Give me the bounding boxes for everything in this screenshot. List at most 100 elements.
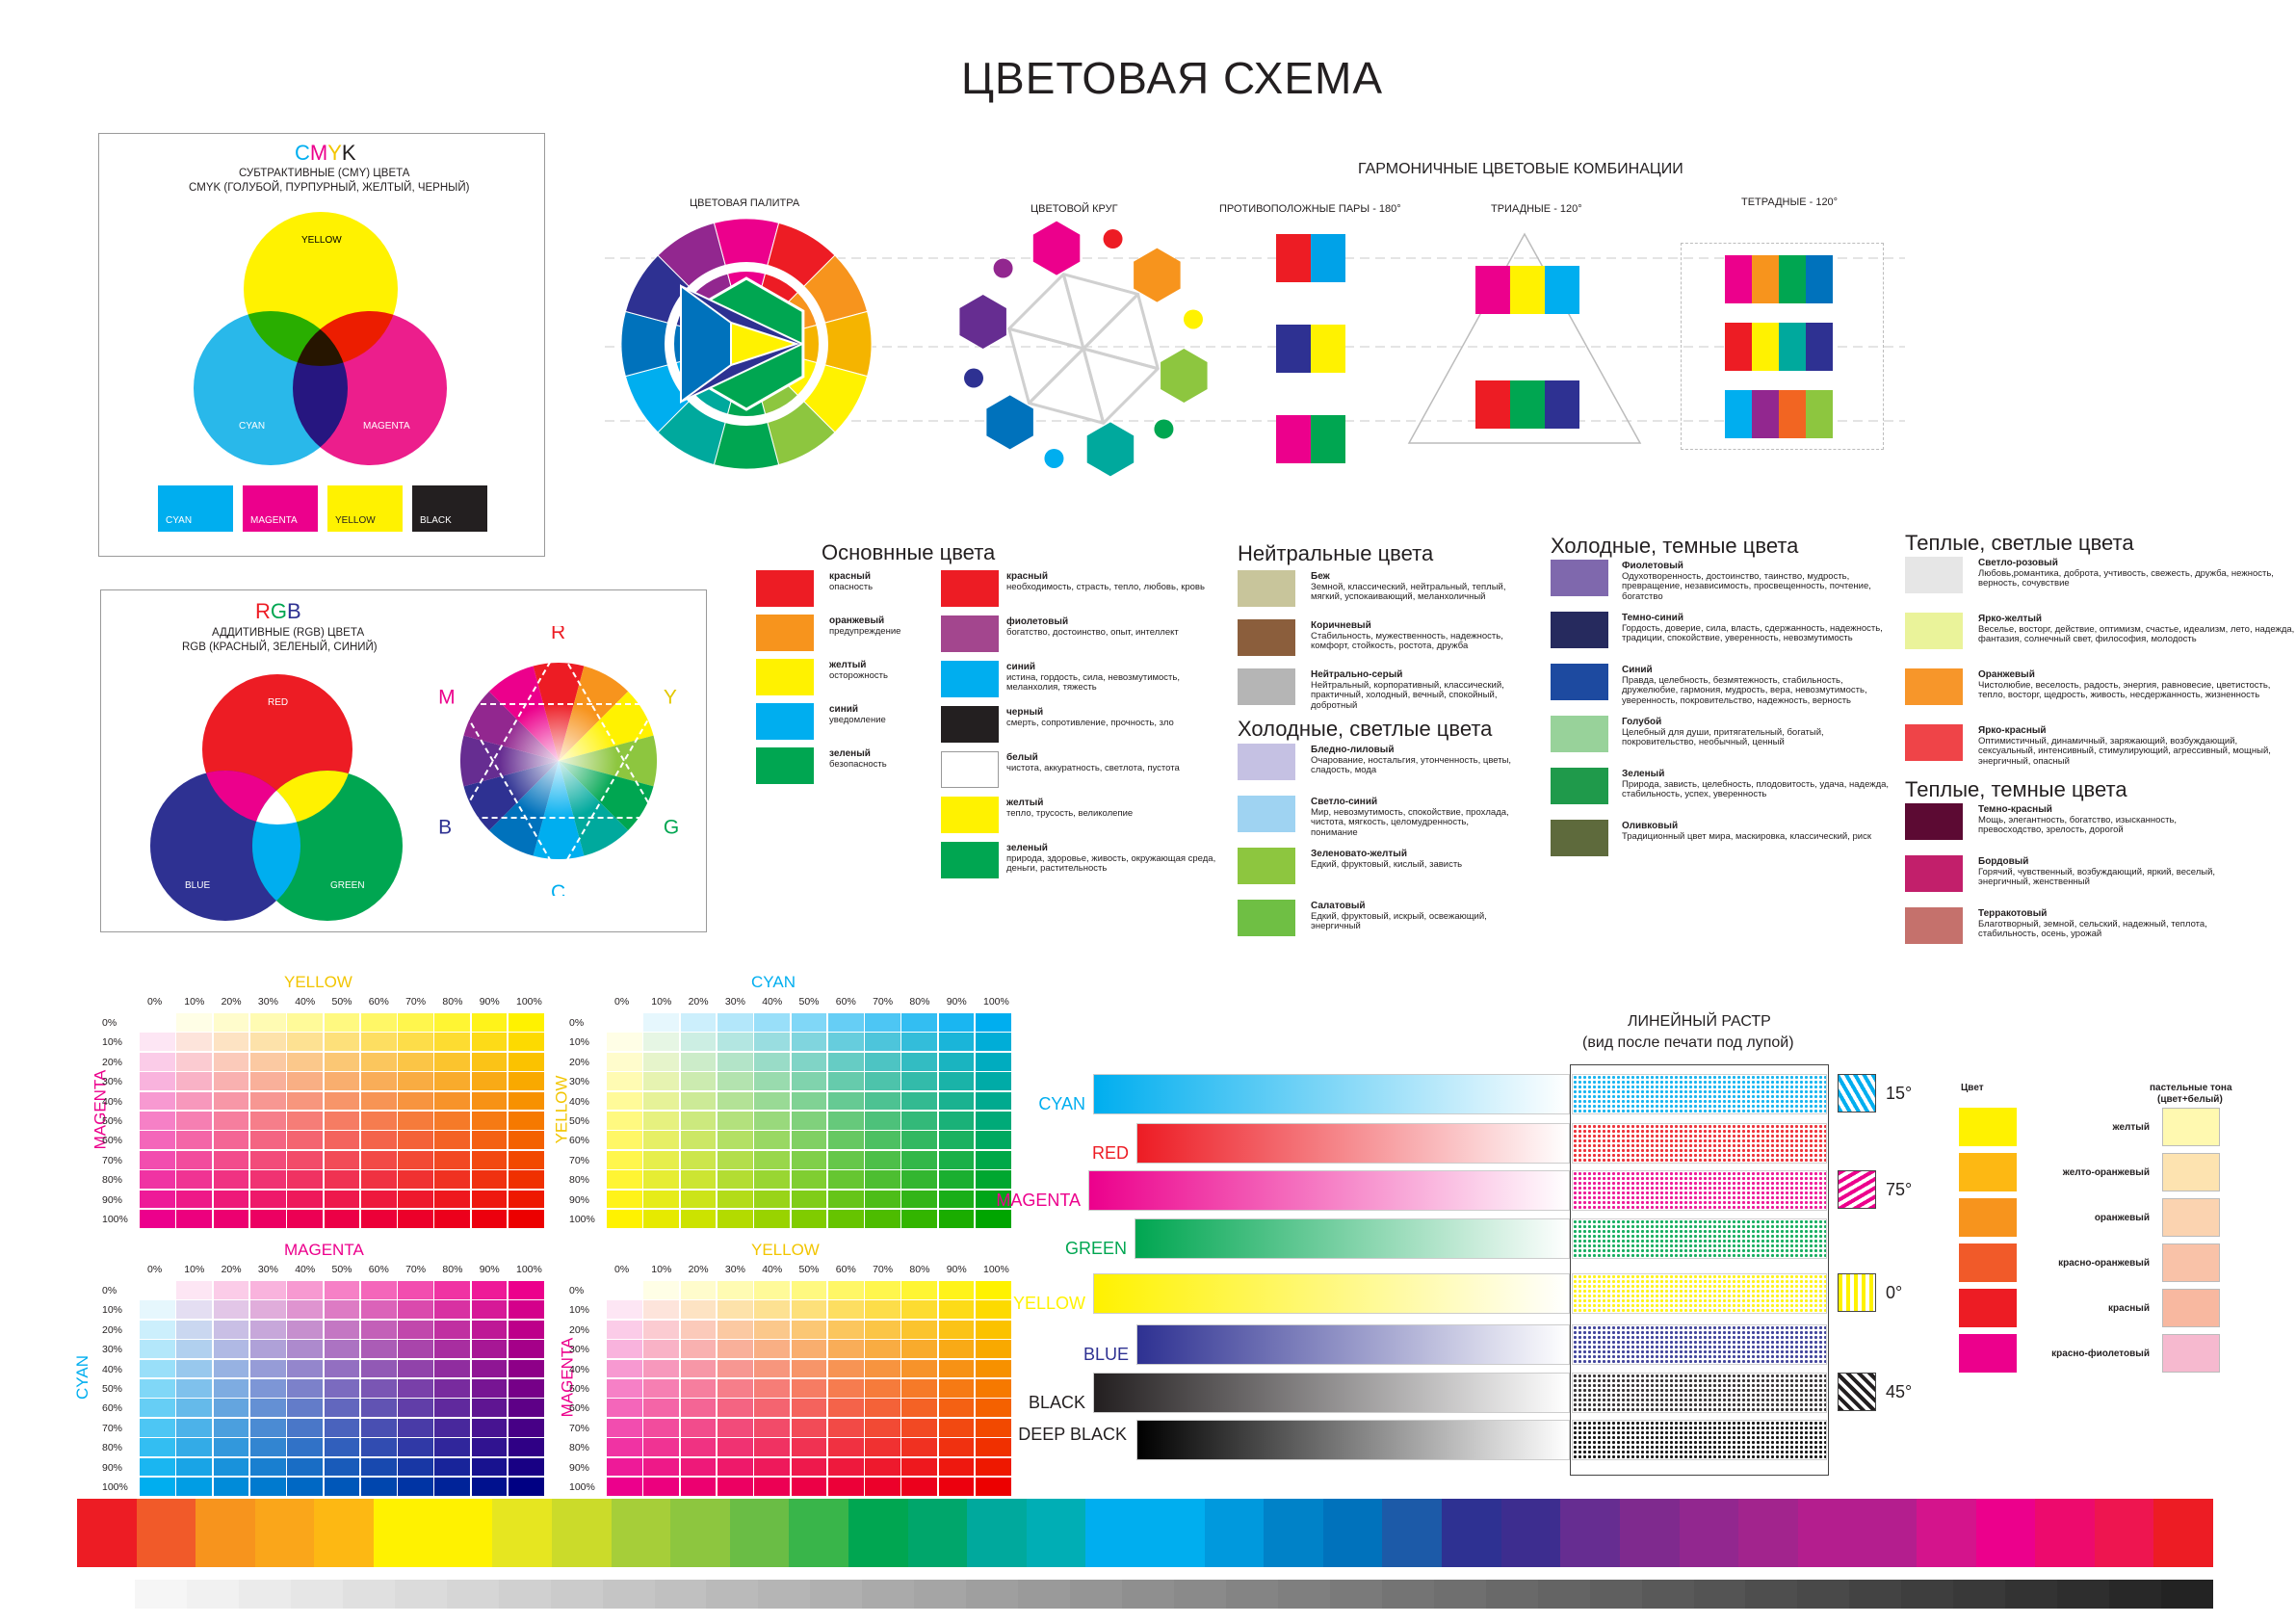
grid-cell (213, 1190, 249, 1209)
grid-cell (509, 1478, 544, 1496)
color-name: Зеленый (1622, 769, 1665, 779)
grid-col-label: 80% (442, 996, 463, 1008)
grid-cell (360, 1340, 397, 1359)
color-swatch (1238, 848, 1295, 884)
grid-cell (827, 1091, 864, 1111)
grid-cell (938, 1033, 975, 1052)
grid-cell (249, 1300, 286, 1320)
grid-cell (754, 1131, 790, 1150)
color-description: Салатовый Едкий, фруктовый, искрый, освеж… (1311, 901, 1513, 932)
grid-cell (791, 1170, 827, 1190)
grid-cell (324, 1072, 360, 1091)
grid-cell (865, 1359, 900, 1378)
grid-cell (360, 1112, 397, 1130)
grid-cell (176, 1359, 213, 1378)
grid-cell (827, 1131, 864, 1150)
spectrum-cell (196, 1499, 256, 1567)
grid-cell (754, 1457, 790, 1477)
color-name: синий (1006, 662, 1036, 672)
color-swatch (1238, 796, 1295, 832)
grid-cell (471, 1340, 508, 1359)
grid-cell (140, 1150, 175, 1169)
grid-cell (717, 1112, 753, 1130)
grid-cell (398, 1210, 433, 1228)
grid-cell (509, 1033, 544, 1052)
grid-cell (140, 1170, 175, 1190)
grid-cell (717, 1320, 753, 1339)
grid-cell (827, 1478, 864, 1496)
color-name: Ярко-красный (1978, 725, 2047, 736)
grid-cell (976, 1359, 1011, 1378)
screen-angle-label: 75° (1886, 1180, 1913, 1199)
color-description: Ярко-красный Оптимистичный, динамичный, з… (1978, 725, 2296, 767)
grid-cell (324, 1033, 360, 1052)
cmyk-letter-y: Y (327, 141, 342, 165)
grid-cell (901, 1438, 938, 1457)
grid-cell (938, 1150, 975, 1169)
color-swatch (1551, 820, 1608, 856)
spectrum-cell (967, 1499, 1028, 1567)
rgb-subtitle-2: RGB (КРАСНЫЙ, ЗЕЛЕНЫЙ, СИНИЙ) (182, 641, 378, 653)
color-swatch (1238, 668, 1295, 705)
color-name: Бледно-лиловый (1311, 745, 1395, 755)
grid-cell (827, 1418, 864, 1437)
grid-cell (213, 1399, 249, 1418)
grid-cell (140, 1072, 175, 1091)
grid-cell (717, 1281, 753, 1299)
grid-row-label: 20% (102, 1323, 123, 1336)
grid-cell (680, 1091, 717, 1111)
grid-col-label: 80% (909, 1264, 930, 1275)
grid-cell (176, 1399, 213, 1418)
grid-cell (680, 1033, 717, 1052)
grayscale-cell (238, 1580, 292, 1609)
color-meaning: Очарование, ностальгия, утонченность, цв… (1311, 754, 1512, 775)
rgb-subtitle: АДДИТИВНЫЕ (RGB) ЦВЕТА (212, 627, 365, 639)
grid-cell (976, 1340, 1011, 1359)
grid-cell (434, 1170, 471, 1190)
grayscale-cell (758, 1580, 811, 1609)
grid-cell (360, 1478, 397, 1496)
grid-row-label: 90% (102, 1193, 123, 1206)
color-description: Светло-розовый Любовь,романтика, доброта,… (1978, 558, 2296, 589)
grid-row-label: 80% (102, 1442, 123, 1454)
grid-cell (360, 1033, 397, 1052)
grid-cell (791, 1379, 827, 1398)
grid-col-label: 60% (368, 1264, 389, 1275)
grid-col-label: 90% (479, 1264, 500, 1275)
grid-cell (287, 1150, 323, 1169)
grid-cell (754, 1013, 790, 1032)
grid-cell (287, 1072, 323, 1091)
grid-col-label: 20% (221, 1264, 242, 1275)
raster-gradient-bar (1088, 1170, 1570, 1211)
grid-cell (249, 1340, 286, 1359)
grid-cell (360, 1320, 397, 1339)
grayscale-cell (1070, 1580, 1123, 1609)
grid-cell (176, 1478, 213, 1496)
grid-cell (791, 1457, 827, 1477)
grid-cell (140, 1478, 175, 1496)
spectrum-cell (2035, 1499, 2096, 1567)
grid-cell (176, 1072, 213, 1091)
rgb-wheel-label: R (551, 626, 565, 643)
grayscale-cell (1225, 1580, 1279, 1609)
grid-cell (717, 1072, 753, 1091)
color-palette-wheel (620, 218, 873, 470)
grid-cell (791, 1300, 827, 1320)
color-description: Оливковый Традиционный цвет мира, маскиро… (1622, 821, 1871, 842)
grid-cell (509, 1013, 544, 1032)
pastel-col2-subtitle: (цвет+белый) (2157, 1094, 2223, 1105)
grid-cell (509, 1112, 544, 1130)
grid-cell (901, 1399, 938, 1418)
tetrad-swatch (1779, 323, 1806, 371)
rgb-wheel-label: M (438, 687, 456, 709)
grid-cell (471, 1359, 508, 1378)
grid-cell (680, 1418, 717, 1437)
grid-cell (360, 1281, 397, 1299)
venn-red-label: RED (268, 697, 288, 708)
grid-cell (176, 1170, 213, 1190)
raster-subtitle: (вид после печати под лупой) (1582, 1034, 1794, 1051)
grid-cell (976, 1320, 1011, 1339)
grid-cell (680, 1457, 717, 1477)
grid-col-label: 90% (946, 1264, 967, 1275)
grid-cell (360, 1013, 397, 1032)
